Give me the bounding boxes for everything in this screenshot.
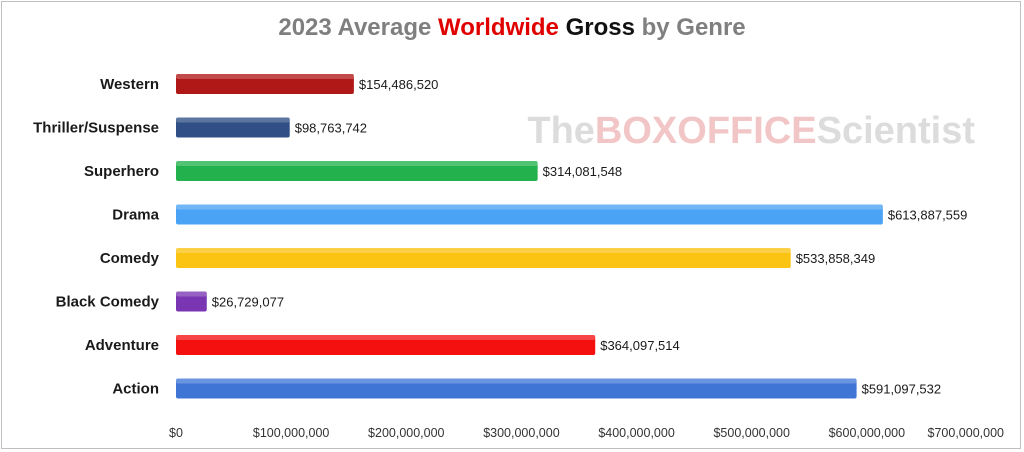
bar-highlight-drama [176, 204, 883, 210]
x-tick-label: $100,000,000 [253, 426, 330, 440]
category-label-black-comedy: Black Comedy [56, 294, 160, 311]
value-label-adventure: $364,097,514 [600, 338, 680, 353]
category-label-comedy: Comedy [100, 250, 160, 267]
watermark-part-3: Scientist [817, 110, 976, 152]
bar-thriller-suspense [176, 117, 290, 138]
category-label-drama: Drama [112, 207, 159, 224]
category-label-thriller-suspense: Thriller/Suspense [33, 120, 159, 137]
chart-title: 2023 Average Worldwide Gross by Genre [0, 14, 1024, 42]
title-part-3: Gross [558, 14, 635, 41]
x-tick-label: $200,000,000 [368, 426, 445, 440]
bar-highlight-comedy [176, 248, 791, 253]
category-label-action: Action [112, 381, 159, 398]
bar-western [176, 74, 354, 94]
bar-highlight-adventure [176, 335, 596, 340]
bars-group: Western $154,486,520 Thriller/Suspense $98,… [33, 74, 967, 399]
title-part-1: 2023 Average [278, 14, 439, 41]
bar-comedy [176, 248, 791, 268]
value-label-western: $154,486,520 [359, 77, 439, 92]
bar-highlight-thriller-suspense [176, 117, 290, 123]
value-label-drama: $613,887,559 [888, 208, 968, 223]
bar-highlight-action [176, 378, 857, 384]
bar-adventure [176, 335, 596, 355]
bar-drama [176, 204, 883, 225]
value-label-thriller-suspense: $98,763,742 [295, 121, 367, 136]
category-label-superhero: Superhero [84, 163, 159, 180]
bar-highlight-superhero [176, 161, 538, 166]
bar-action [176, 378, 857, 399]
x-tick-label: $400,000,000 [598, 426, 675, 440]
x-axis-ticks: $0 $100,000,000 $200,000,000 $300,000,000 $4… [169, 426, 1004, 440]
watermark-part-2: BOXOFFICE [595, 110, 817, 152]
bar-highlight-western [176, 74, 354, 79]
title-part-2: Worldwide [438, 14, 559, 41]
x-tick-label: $0 [169, 426, 183, 440]
value-label-black-comedy: $26,729,077 [212, 295, 284, 310]
x-tick-label: $500,000,000 [713, 426, 790, 440]
bar-highlight-black-comedy [176, 291, 207, 297]
title-part-4: by Genre [634, 14, 746, 41]
value-label-comedy: $533,858,349 [796, 251, 876, 266]
watermark: TheBOXOFFICEScientist [527, 110, 975, 152]
category-label-western: Western [100, 76, 159, 93]
x-tick-label: $600,000,000 [829, 426, 906, 440]
watermark-part-1: The [527, 110, 595, 152]
value-label-action: $591,097,532 [862, 382, 942, 397]
x-tick-label: $700,000,000 [928, 426, 1005, 440]
x-tick-label: $300,000,000 [483, 426, 560, 440]
bar-superhero [176, 161, 538, 181]
value-label-superhero: $314,081,548 [543, 164, 623, 179]
category-label-adventure: Adventure [85, 337, 159, 354]
bar-black-comedy [176, 291, 207, 312]
